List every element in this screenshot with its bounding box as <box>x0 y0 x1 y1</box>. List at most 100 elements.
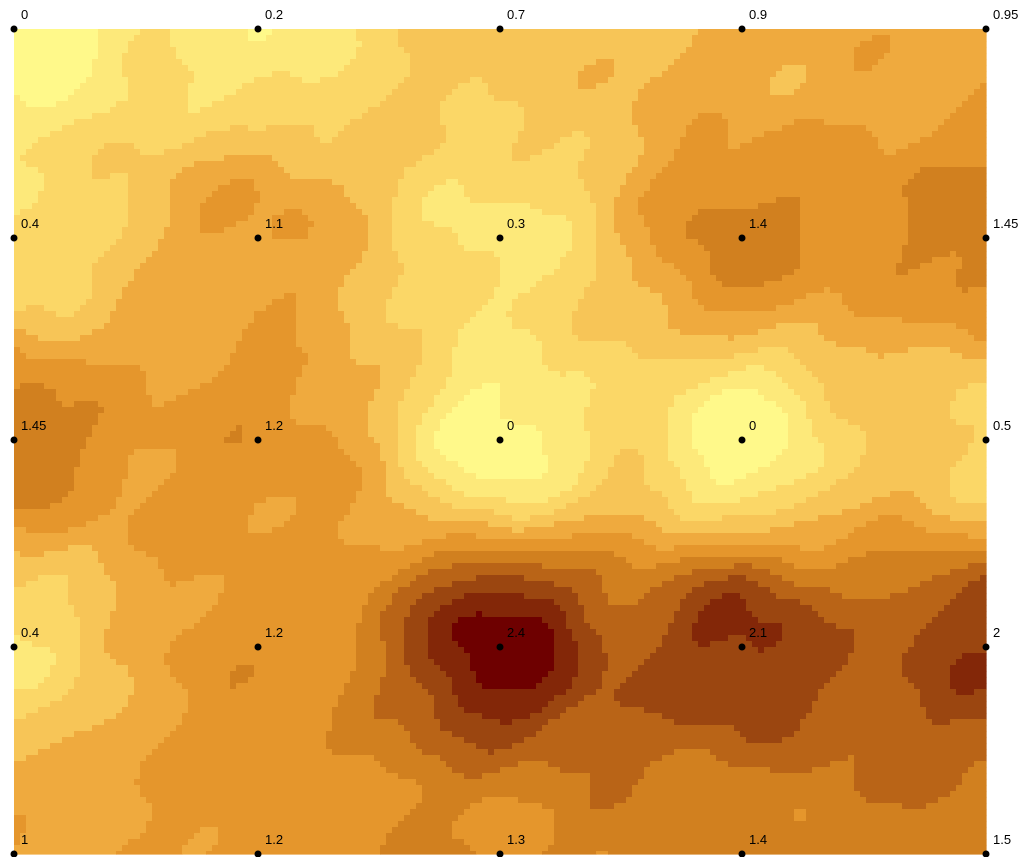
contour-cell <box>554 659 579 666</box>
contour-cell <box>80 653 111 660</box>
contour-cell <box>422 785 591 792</box>
contour-cell <box>548 671 579 678</box>
contour-cell <box>398 461 423 468</box>
contour-cell <box>332 707 375 714</box>
contour-cell <box>20 635 81 642</box>
contour-cell <box>662 71 777 78</box>
contour-cell <box>380 371 417 378</box>
contour-cell <box>596 257 633 264</box>
contour-cell <box>578 653 609 660</box>
contour-cell <box>908 347 951 354</box>
contour-cell <box>386 641 405 648</box>
contour-cell <box>344 281 399 288</box>
contour-cell <box>38 749 153 756</box>
contour-cell <box>380 101 441 108</box>
contour-cell <box>638 779 855 786</box>
contour-cell <box>938 611 987 618</box>
contour-cell <box>188 89 237 96</box>
contour-cell <box>542 341 627 348</box>
contour-cell <box>398 425 417 432</box>
contour-cell <box>134 143 183 150</box>
sample-value-label: 1 <box>21 832 28 847</box>
contour-cell <box>308 233 369 240</box>
contour-cell <box>554 827 987 834</box>
contour-cell <box>116 851 183 855</box>
contour-cell <box>422 203 531 210</box>
sample-point-marker <box>10 850 18 857</box>
contour-cell <box>14 737 63 744</box>
contour-cell <box>410 581 453 588</box>
contour-cell <box>782 449 825 456</box>
contour-cell <box>386 305 483 312</box>
contour-cell <box>542 449 591 456</box>
contour-cell <box>248 29 273 36</box>
contour-cell <box>734 353 795 360</box>
contour-cell <box>218 371 303 378</box>
contour-cell <box>614 65 669 72</box>
contour-cell <box>206 131 315 138</box>
contour-raster <box>14 29 987 855</box>
contour-cell <box>824 287 831 294</box>
contour-cell <box>404 167 579 174</box>
contour-cell <box>548 497 579 504</box>
contour-cell <box>506 311 573 318</box>
contour-cell <box>542 851 597 855</box>
contour-cell <box>740 497 807 504</box>
contour-cell <box>404 173 579 180</box>
contour-cell <box>248 677 351 684</box>
contour-cell <box>122 233 165 240</box>
contour-cell <box>554 641 579 648</box>
contour-cell <box>296 389 375 396</box>
contour-cell <box>182 845 213 852</box>
sample-point-marker <box>738 643 746 651</box>
contour-cell <box>548 365 747 372</box>
contour-cell <box>152 809 411 816</box>
contour-cell <box>404 395 435 402</box>
contour-cell <box>392 203 423 210</box>
contour-cell <box>878 59 987 66</box>
contour-cell <box>650 587 693 594</box>
sample-point-marker <box>982 234 990 242</box>
contour-cell <box>410 731 453 738</box>
contour-cell <box>524 593 579 600</box>
contour-cell <box>452 353 543 360</box>
contour-cell <box>668 437 693 444</box>
contour-cell <box>530 515 585 522</box>
contour-cell <box>80 659 117 666</box>
contour-cell <box>380 629 405 636</box>
contour-cell <box>224 95 387 102</box>
contour-cell <box>380 581 411 588</box>
contour-cell <box>212 101 381 108</box>
contour-cell <box>974 89 987 96</box>
contour-cell <box>902 665 951 672</box>
contour-cell <box>872 131 933 138</box>
contour-cell <box>200 203 255 210</box>
contour-cell <box>674 149 885 156</box>
contour-cell <box>638 209 699 216</box>
contour-cell <box>518 137 561 144</box>
contour-cell <box>170 665 237 672</box>
contour-cell <box>458 179 585 186</box>
contour-cell <box>398 821 453 828</box>
contour-cell <box>188 695 339 702</box>
contour-cell <box>782 65 807 72</box>
contour-cell <box>812 371 987 378</box>
contour-cell <box>674 545 801 552</box>
contour-cell <box>620 185 651 192</box>
contour-cell <box>680 143 729 150</box>
contour-cell <box>308 359 357 366</box>
contour-cell <box>200 107 369 114</box>
contour-cell <box>338 299 387 306</box>
contour-cell <box>914 635 987 642</box>
contour-cell <box>302 347 351 354</box>
contour-cell <box>758 491 819 498</box>
contour-cell <box>446 533 477 540</box>
contour-cell <box>596 209 615 216</box>
contour-cell <box>122 287 339 294</box>
contour-cell <box>680 53 855 60</box>
contour-cell <box>68 593 117 600</box>
contour-cell <box>674 395 711 402</box>
contour-cell <box>614 695 819 702</box>
contour-cell <box>674 617 699 624</box>
contour-cell <box>554 809 795 816</box>
